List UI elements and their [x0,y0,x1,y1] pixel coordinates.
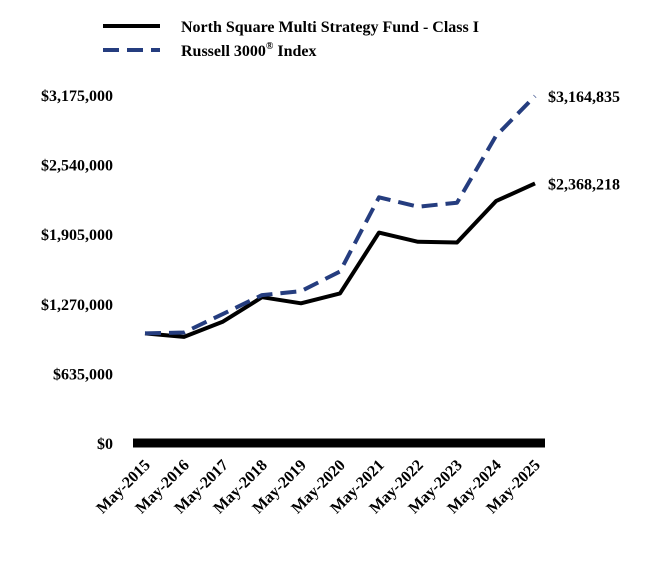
y-tick-label: $1,270,000 [41,297,113,314]
y-axis: $0 $635,000 $1,270,000 $1,905,000 $2,540,000… [41,88,113,453]
legend-label-index: Russell 3000® Index [181,41,317,60]
series-line-index [144,94,537,336]
end-label-index: $3,164,835 [548,89,620,106]
legend-label-index-suffix: Index [273,43,316,60]
y-tick-label: $0 [97,436,113,453]
end-label-fund: $2,368,218 [548,176,620,193]
legend: North Square Multi Strategy Fund - Class… [103,19,479,60]
end-labels: $2,368,218 $3,164,835 [548,89,620,193]
y-tick-label: $635,000 [53,366,113,383]
y-tick-label: $2,540,000 [41,158,113,175]
y-tick-label: $3,175,000 [41,88,113,105]
x-axis: May-2015May-2016May-2017May-2018May-2019… [93,457,543,517]
legend-label-index-name: Russell 3000 [181,43,266,60]
legend-label-fund: North Square Multi Strategy Fund - Class… [181,19,479,36]
y-tick-label: $1,905,000 [41,227,113,244]
series-line-fund [144,181,536,339]
legend-label-index-superscript: ® [266,41,274,52]
series-group [144,94,537,339]
